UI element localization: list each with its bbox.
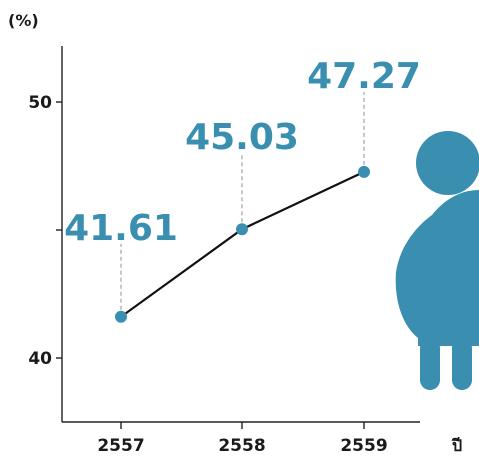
data-points	[115, 165, 370, 323]
x-tick-label: 2557	[97, 436, 144, 456]
data-point	[358, 165, 370, 178]
icon-head	[416, 131, 479, 195]
pregnant-woman-icon	[395, 131, 479, 390]
data-point	[115, 310, 127, 323]
data-label: 41.61	[64, 208, 178, 249]
x-tick-label: 2559	[340, 436, 387, 456]
data-label: 47.27	[307, 56, 421, 97]
data-label: 45.03	[185, 117, 299, 158]
icon-leg-right	[452, 338, 472, 390]
x-tick-label: 2558	[218, 436, 265, 456]
data-point	[236, 223, 248, 236]
leader-lines	[120, 92, 365, 317]
y-tick-label: 40	[28, 349, 52, 369]
icon-body	[395, 190, 479, 346]
x-axis-title: ปี	[451, 436, 463, 455]
y-tick-label: 50	[28, 93, 52, 113]
axes: 40 50 2557 2558 2559	[28, 46, 420, 456]
icon-leg-left	[420, 338, 440, 390]
y-axis-unit-label: (%)	[8, 11, 39, 30]
